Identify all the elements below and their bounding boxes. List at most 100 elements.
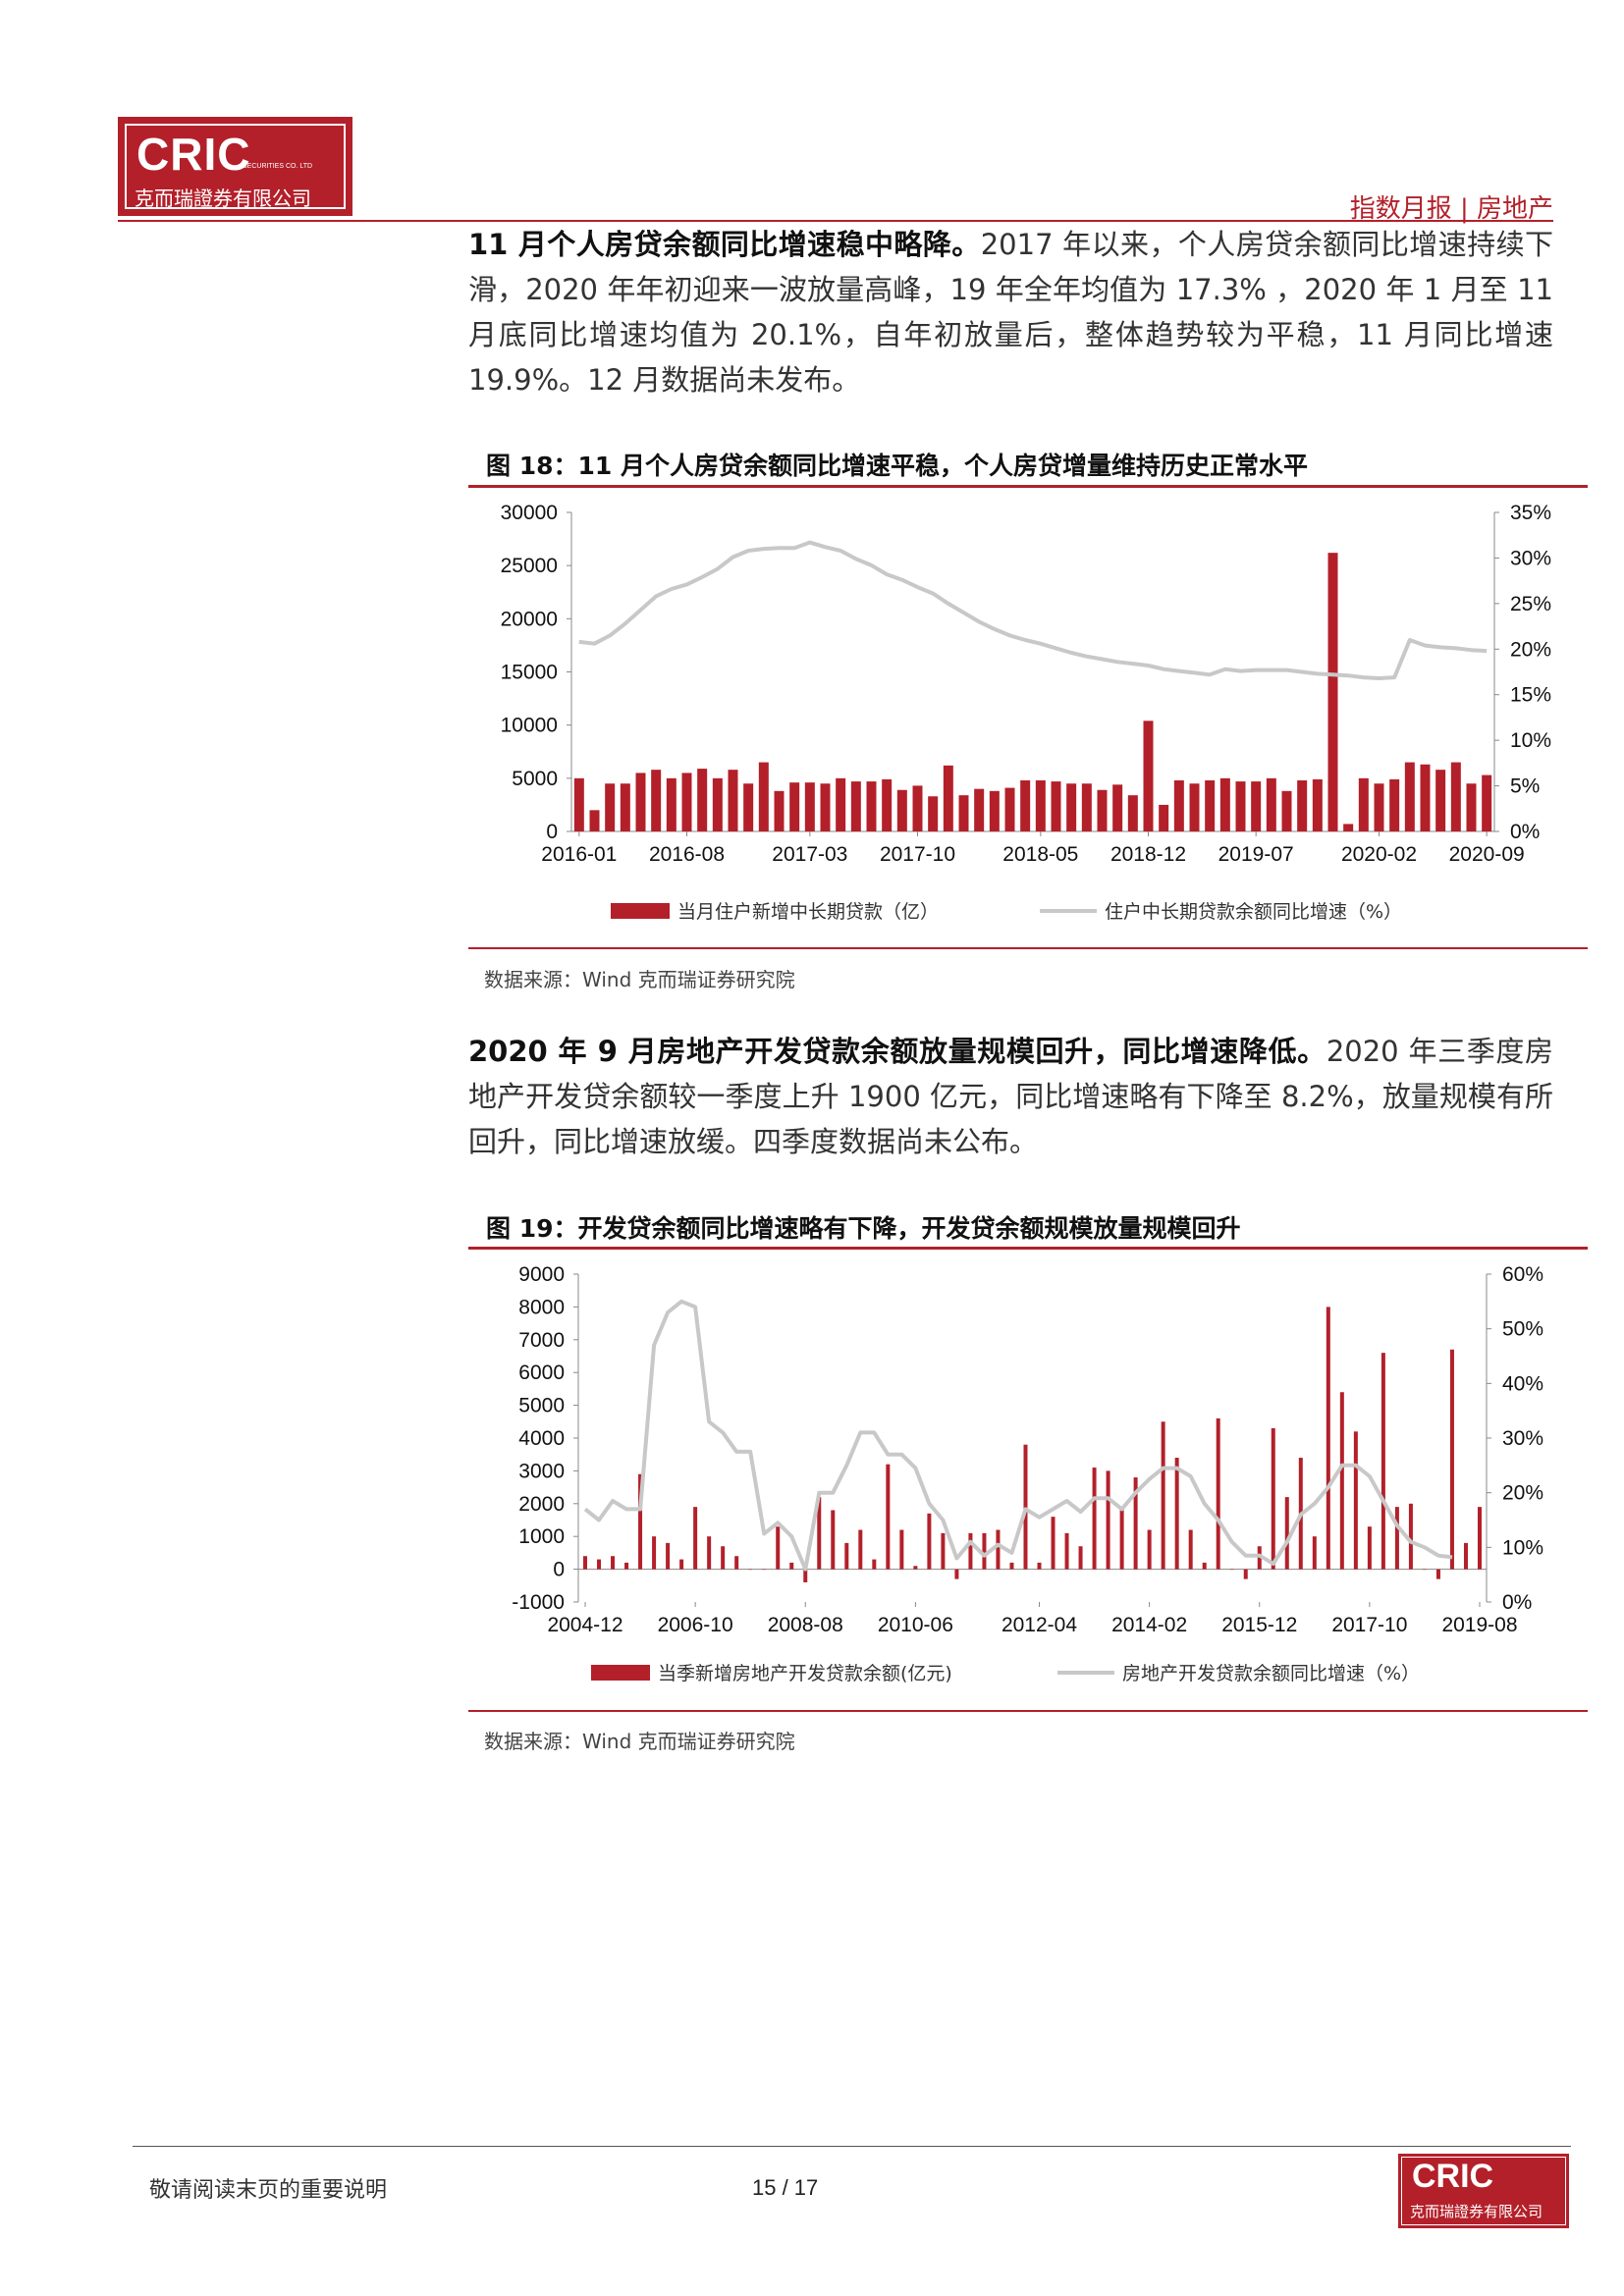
bar bbox=[831, 1510, 836, 1570]
logo-subtext: SECURITIES CO. LTD bbox=[243, 163, 313, 170]
footer-logo-company-name: 克而瑞證券有限公司 bbox=[1410, 2203, 1543, 2220]
bar bbox=[899, 1529, 904, 1570]
bar bbox=[1133, 1477, 1138, 1570]
bar bbox=[743, 783, 754, 831]
y-tick-label-left: 20000 bbox=[501, 608, 558, 630]
bar bbox=[1343, 824, 1354, 831]
bar bbox=[954, 1569, 959, 1579]
x-tick-label: 2020-09 bbox=[1449, 843, 1525, 866]
figure-19-chart: 9000 8000 7000 6000 5000 4000 3000 2000 1000 0 -10… bbox=[512, 1263, 1543, 1684]
y-tick-label-left: 30000 bbox=[501, 502, 558, 524]
y-tick-label-right: 5% bbox=[1510, 775, 1540, 798]
bar bbox=[1235, 781, 1246, 831]
y-tick-label-left: 3000 bbox=[518, 1460, 565, 1482]
y-tick-label-right: 10% bbox=[1502, 1536, 1543, 1559]
figure-19-title: 图 19：开发贷余额同比增速略有下降，开发贷余额规模放量规模回升 bbox=[486, 1214, 1241, 1243]
bar bbox=[611, 1556, 616, 1570]
y-tick-label-right: 25% bbox=[1510, 593, 1551, 615]
bar bbox=[882, 778, 893, 831]
legend-bar-swatch bbox=[591, 1665, 650, 1681]
bar bbox=[1064, 1532, 1069, 1570]
bar bbox=[844, 1542, 849, 1570]
bar bbox=[681, 773, 692, 831]
bar bbox=[762, 1569, 767, 1571]
x-tick-label: 2019-08 bbox=[1441, 1614, 1517, 1636]
legend-bar-swatch bbox=[611, 903, 670, 919]
bar bbox=[866, 781, 877, 831]
bar bbox=[1219, 777, 1230, 831]
paragraph-1-lead: 11 月个人房贷余额同比增速稳中略降。 bbox=[468, 228, 981, 261]
paragraph-2-lead: 2020 年 9 月房地产开发贷款余额放量规模回升，同比增速降低。 bbox=[468, 1035, 1326, 1068]
x-tick-label: 2016-01 bbox=[541, 843, 617, 866]
bar bbox=[758, 762, 769, 831]
footer-notice: 敬请阅读末页的重要说明 bbox=[149, 2178, 388, 2203]
bar bbox=[896, 789, 907, 831]
bar bbox=[1106, 1470, 1110, 1570]
bar bbox=[1477, 1507, 1482, 1570]
figure-19-bottom-rule bbox=[468, 1710, 1588, 1712]
y-tick-label-right: 35% bbox=[1510, 502, 1551, 524]
bar bbox=[858, 1529, 863, 1570]
figure-18-title: 图 18：11 月个人房贷余额同比增速平稳，个人房贷增量维持历史正常水平 bbox=[486, 452, 1308, 480]
bar bbox=[1119, 1507, 1124, 1570]
y-tick-label-left: 0 bbox=[546, 821, 558, 843]
logo-company-name: 克而瑞證券有限公司 bbox=[135, 187, 311, 210]
bar bbox=[1147, 1529, 1152, 1570]
bar bbox=[886, 1464, 891, 1570]
bar bbox=[1189, 783, 1200, 831]
bar bbox=[1188, 1529, 1193, 1570]
bar bbox=[776, 1526, 781, 1570]
x-tick-label: 2006-10 bbox=[658, 1614, 733, 1636]
bar bbox=[1251, 781, 1262, 831]
bar bbox=[982, 1532, 987, 1570]
bar bbox=[1281, 790, 1292, 831]
bar bbox=[1023, 1444, 1028, 1570]
y-tick-label-right: 0% bbox=[1502, 1591, 1532, 1614]
footer-divider bbox=[133, 2146, 1571, 2147]
figure-18-chart: 30000 25000 20000 15000 10000 5000 0 35% 30% 25% 2… bbox=[501, 502, 1551, 923]
bar bbox=[943, 765, 953, 831]
bar bbox=[1127, 795, 1138, 831]
y-tick-label-left: 8000 bbox=[518, 1296, 565, 1318]
bar bbox=[605, 783, 616, 831]
bar bbox=[1422, 1569, 1427, 1571]
x-tick-label: 2015-12 bbox=[1221, 1614, 1297, 1636]
bar bbox=[635, 773, 646, 831]
bar bbox=[1078, 1546, 1083, 1570]
bar bbox=[1202, 1562, 1207, 1570]
y-tick-label-right: 20% bbox=[1502, 1482, 1543, 1505]
bar bbox=[1159, 804, 1169, 831]
bar bbox=[1449, 1349, 1454, 1570]
y-tick-label-left: 7000 bbox=[518, 1329, 565, 1352]
bar bbox=[1408, 1503, 1413, 1570]
bar bbox=[1339, 1392, 1344, 1570]
y-tick-label-right: 50% bbox=[1502, 1318, 1543, 1341]
bar bbox=[1271, 1427, 1275, 1570]
bar bbox=[734, 1556, 739, 1570]
bar bbox=[597, 1559, 602, 1570]
bar bbox=[1143, 721, 1154, 831]
logo-text: CRIC bbox=[136, 129, 251, 180]
bar bbox=[1037, 1562, 1042, 1570]
y-tick-label-right: 15% bbox=[1510, 684, 1551, 707]
bar bbox=[1312, 778, 1323, 831]
bar bbox=[624, 1562, 629, 1570]
bar bbox=[1051, 781, 1061, 831]
figure-19-top-rule bbox=[468, 1247, 1588, 1250]
bar bbox=[1353, 1431, 1358, 1570]
legend-line-label: 住户中长期贷款余额同比增速（%） bbox=[1105, 901, 1402, 923]
y-tick-label-right: 40% bbox=[1502, 1372, 1543, 1395]
bar bbox=[1081, 783, 1092, 831]
figure-19-source: 数据来源：Wind 克而瑞证券研究院 bbox=[484, 1730, 795, 1753]
page-number: 15 / 17 bbox=[752, 2175, 819, 2200]
bar bbox=[638, 1473, 643, 1570]
y-tick-label-left: 9000 bbox=[518, 1263, 565, 1286]
bar bbox=[583, 1556, 588, 1570]
paragraph-1-body: 2017 年以来，个人房贷余额同比增速持续下滑，2020 年年初迎来一波放量高峰… bbox=[468, 228, 1553, 397]
header-divider bbox=[118, 220, 1553, 222]
bar bbox=[1435, 1569, 1440, 1579]
bar bbox=[989, 790, 1000, 831]
legend-line-label: 房地产开发贷款余额同比增速（%） bbox=[1122, 1663, 1420, 1684]
bar bbox=[1466, 783, 1477, 831]
x-tick-label: 2016-08 bbox=[649, 843, 725, 866]
